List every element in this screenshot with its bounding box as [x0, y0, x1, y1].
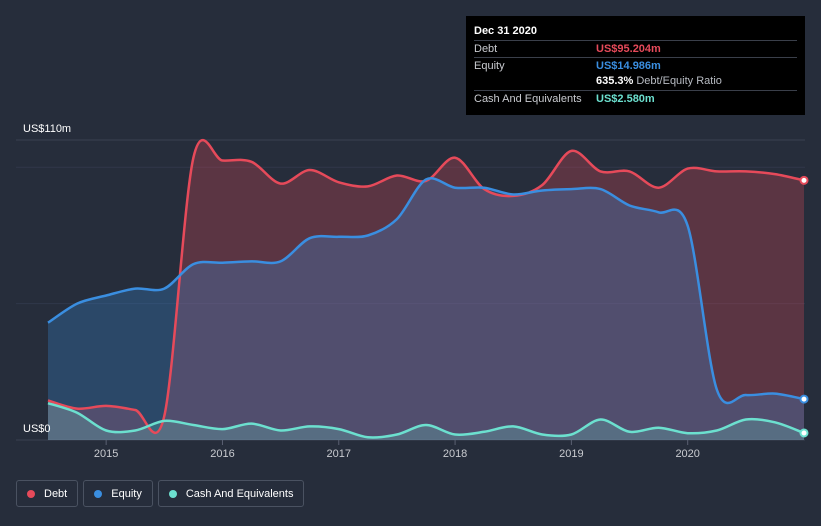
x-tick-label: 2015: [94, 448, 118, 460]
legend-cash-toggle[interactable]: Cash And Equivalents: [157, 480, 305, 507]
tooltip-ratio-value: 635.3%: [596, 75, 634, 87]
equity-line: [47, 177, 805, 405]
x-tick-label: 2020: [675, 448, 699, 460]
equity-area: [48, 178, 804, 441]
tooltip-debt-row: Debt US$95.204m: [474, 40, 797, 57]
legend-debt-label: Debt: [44, 487, 68, 500]
x-tick-label: 2018: [443, 448, 467, 460]
tooltip-panel: Dec 31 2020 Debt US$95.204m Equity US$14…: [466, 16, 805, 115]
legend-cash-label: Cash And Equivalents: [185, 487, 294, 500]
tooltip-debt-label: Debt: [474, 43, 498, 55]
chart-legend: Debt Equity Cash And Equivalents: [16, 480, 309, 507]
debt-endpoint: [799, 175, 809, 185]
tooltip-cash-label: Cash And Equivalents: [474, 92, 582, 105]
debt-line: [47, 138, 805, 435]
cash-dot-icon: [168, 489, 177, 498]
x-axis: 2015 2016 2017 2018 2019 2020: [94, 440, 700, 460]
debt-dot-icon: [27, 489, 35, 498]
tooltip-ratio-label: Debt/Equity Ratio: [636, 75, 722, 87]
tooltip-cash-value: US$2.580m: [596, 92, 655, 105]
tooltip-ratio-row: 635.3% Debt/Equity Ratio: [474, 73, 797, 90]
tooltip-equity-value: US$14.986m: [596, 59, 661, 72]
legend-equity-label: Equity: [111, 487, 142, 500]
x-tick-label: 2017: [327, 448, 351, 460]
y-axis-bottom-label: US$0: [23, 423, 51, 435]
legend-equity-toggle[interactable]: Equity: [83, 480, 153, 507]
chart-lines: [47, 138, 805, 439]
y-axis-top-label: US$110m: [23, 123, 71, 135]
cash-endpoint: [799, 428, 809, 438]
tooltip-cash-row: Cash And Equivalents US$2.580m: [474, 89, 797, 107]
tooltip-date: Dec 31 2020: [474, 25, 537, 37]
chart-grid: [16, 139, 805, 441]
debt-area: [48, 140, 804, 441]
tooltip-equity-label: Equity: [474, 59, 505, 72]
tooltip-equity-row: Equity US$14.986m: [474, 56, 797, 74]
equity-endpoint: [799, 394, 809, 404]
equity-dot-icon: [94, 489, 103, 498]
cash-line: [47, 401, 805, 439]
x-tick-label: 2019: [559, 448, 583, 460]
chart-areas: [48, 140, 804, 441]
tooltip-debt-value: US$95.204m: [596, 43, 661, 55]
chart-endpoints: [799, 175, 809, 438]
x-tick-label: 2016: [210, 448, 234, 460]
legend-debt-toggle[interactable]: Debt: [16, 480, 79, 507]
cash-area: [48, 403, 804, 440]
